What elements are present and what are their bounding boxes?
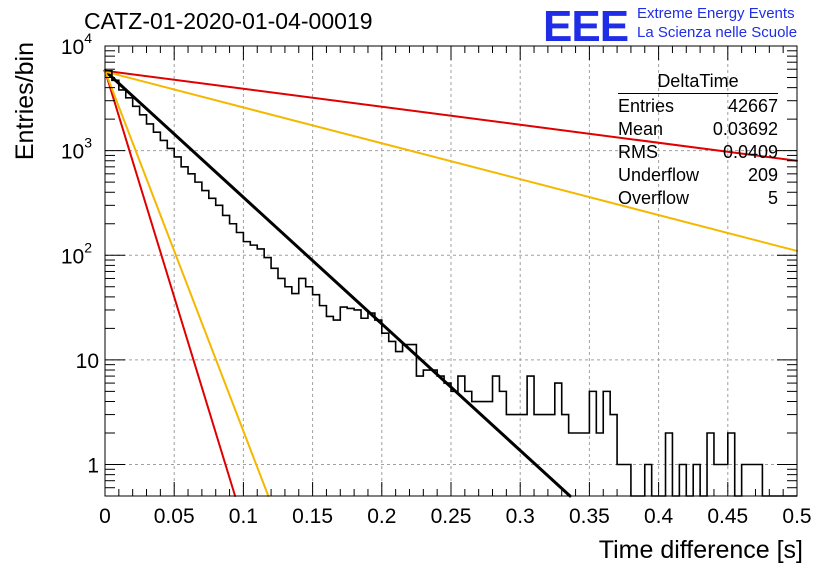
axes-layer — [104, 45, 798, 497]
x-tick-label: 0.05 — [154, 505, 195, 528]
stats-label: Entries — [618, 96, 675, 116]
x-axis-label: Time difference [s] — [599, 536, 803, 564]
y-tick-exponent: 3 — [84, 135, 92, 151]
x-tick-label: 0.15 — [292, 505, 333, 528]
reference-line — [104, 69, 270, 497]
stats-row-entries: Entries 42667 — [614, 95, 778, 118]
x-tick-label: 0 — [99, 505, 111, 528]
y-tick-base: 10 — [61, 245, 84, 268]
x-tick-label: 0.5 — [782, 505, 811, 528]
logo-caption: Extreme Energy Events La Scienza nelle S… — [637, 4, 797, 42]
y-tick-label: 10 — [76, 350, 99, 373]
histogram-outline — [105, 69, 797, 497]
y-tick-base: 10 — [61, 141, 84, 164]
stats-value: 0.0409 — [722, 142, 778, 162]
y-tick-label: 104 — [61, 30, 92, 59]
x-tick-label: 0.45 — [707, 505, 748, 528]
plot-frame — [104, 45, 798, 497]
stats-label: RMS — [618, 142, 658, 162]
reference-line — [104, 69, 237, 497]
stats-value: 5 — [767, 188, 778, 208]
stats-value: 42667 — [727, 96, 778, 116]
y-tick-label: 1 — [87, 455, 99, 478]
reference-line — [104, 69, 798, 162]
stats-row-mean: Mean 0.03692 — [614, 118, 778, 141]
x-tick-label: 0.3 — [506, 505, 535, 528]
y-tick-exponent: 2 — [84, 239, 92, 255]
stats-value: 0.03692 — [712, 119, 778, 139]
stats-box: DeltaTime Entries 42667 Mean 0.03692 RMS… — [614, 70, 778, 210]
x-tick-label: 0.1 — [229, 505, 258, 528]
tick-label-layer: 0 0.05 0.1 0.15 0.2 0.25 0.3 0.35 0.4 0.45 0.51101… — [61, 30, 812, 528]
y-tick-label: 103 — [61, 135, 92, 164]
stats-label: Mean — [618, 119, 664, 139]
stats-label: Underflow — [618, 165, 700, 185]
y-tick-base: 10 — [61, 36, 84, 59]
stats-label: Overflow — [618, 188, 690, 208]
y-axis-label: Entries/bin — [11, 42, 39, 160]
reference-line — [104, 70, 798, 252]
y-tick-exponent: 4 — [84, 30, 92, 46]
logo-caption-line-1: Extreme Energy Events — [637, 5, 795, 22]
x-tick-label: 0.2 — [367, 505, 396, 528]
stats-row-overflow: Overflow 5 — [614, 187, 778, 210]
histogram-layer — [105, 69, 797, 497]
series-layer — [103, 69, 798, 498]
chart-title: CATZ-01-2020-01-04-00019 — [84, 8, 373, 34]
x-tick-label: 0.25 — [431, 505, 472, 528]
stats-row-underflow: Underflow 209 — [614, 164, 778, 187]
exponential-fit-line — [103, 69, 572, 498]
stats-row-rms: RMS 0.0409 — [614, 141, 778, 164]
y-tick-label: 102 — [61, 239, 92, 268]
stats-title: DeltaTime — [618, 70, 778, 94]
x-tick-label: 0.35 — [569, 505, 610, 528]
eee-logo: EEE — [543, 2, 629, 51]
x-tick-label: 0.4 — [644, 505, 674, 528]
grid-layer — [105, 46, 797, 496]
stats-value: 209 — [747, 165, 778, 185]
logo-caption-line-2: La Scienza nelle Scuole — [637, 24, 798, 41]
